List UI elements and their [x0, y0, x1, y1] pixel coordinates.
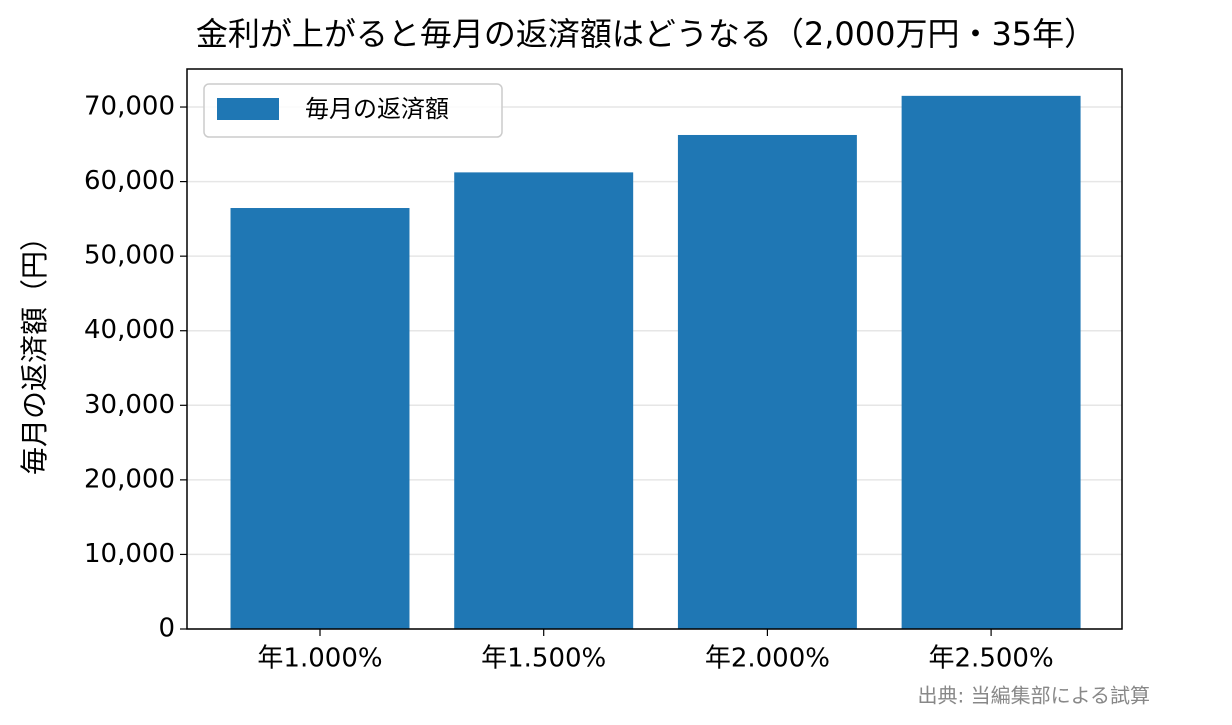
x-tick-label: 年2.500% [929, 644, 1054, 674]
y-tick-label: 20,000 [84, 464, 175, 494]
x-tick-label: 年1.000% [257, 644, 382, 674]
y-tick-label: 40,000 [84, 315, 175, 345]
y-tick-label: 10,000 [84, 539, 175, 569]
y-tick-label: 70,000 [84, 92, 175, 122]
bar [677, 134, 857, 629]
source-note: 出典: 当編集部による試算 [918, 684, 1151, 708]
x-tick-label: 年1.500% [481, 644, 606, 674]
bar [901, 95, 1081, 629]
y-tick-label: 60,000 [84, 166, 175, 196]
y-tick-label: 30,000 [84, 390, 175, 420]
legend-label: 毎月の返済額 [305, 95, 449, 123]
y-axis-label: 毎月の返済額（円） [18, 223, 51, 475]
legend-swatch [217, 98, 279, 120]
legend-box [203, 83, 503, 138]
bar [454, 172, 634, 630]
chart-title: 金利が上がると毎月の返済額はどうなる（2,000万円・35年） [196, 15, 1096, 53]
y-tick-label: 0 [158, 614, 175, 644]
x-tick-label: 年2.000% [705, 644, 830, 674]
y-tick-label: 50,000 [84, 241, 175, 271]
plot-frame [186, 68, 1123, 630]
bar [230, 208, 410, 629]
